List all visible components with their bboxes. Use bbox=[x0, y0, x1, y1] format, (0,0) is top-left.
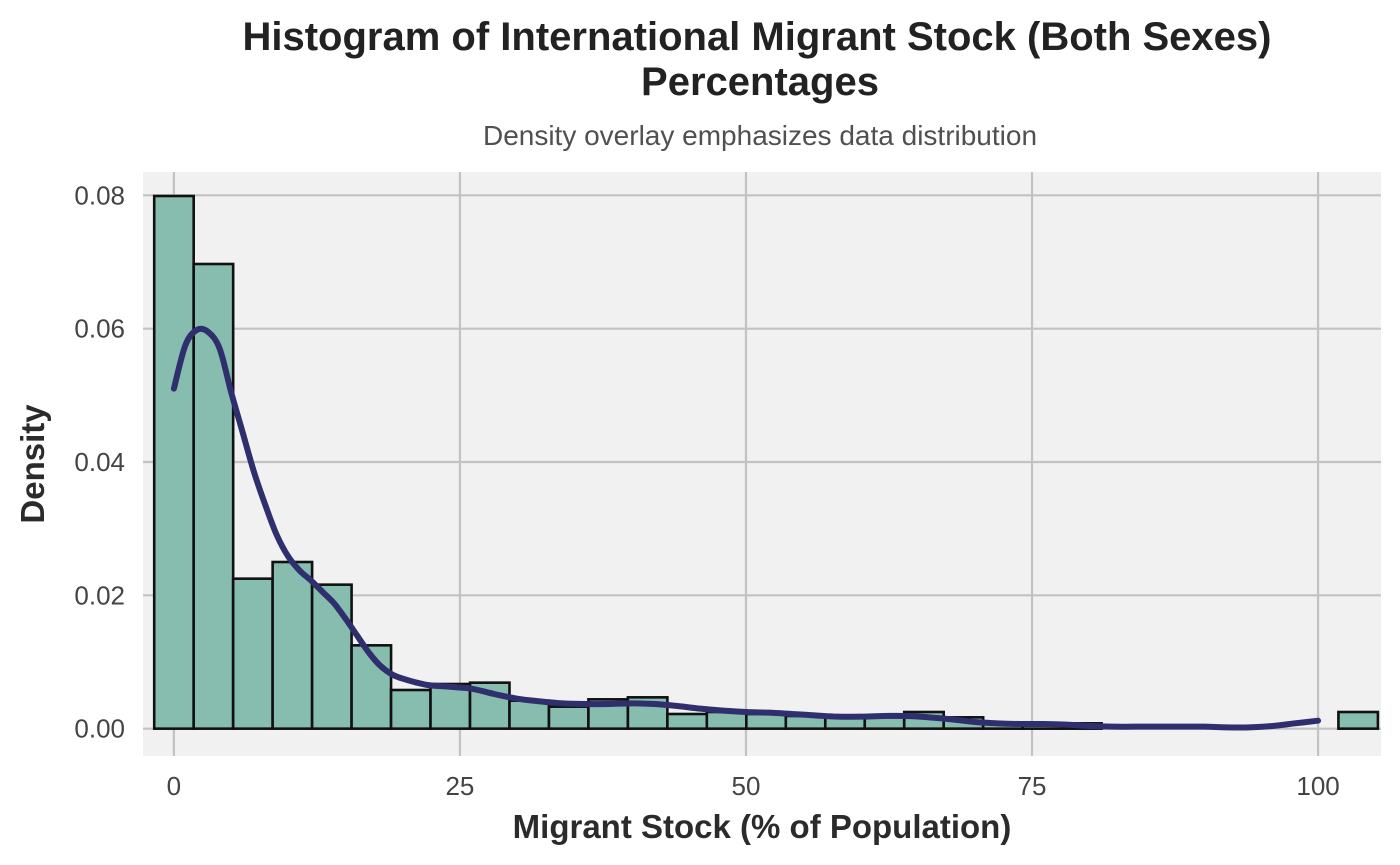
y-tick-label-4: 0.08 bbox=[74, 180, 125, 210]
density-curve bbox=[170, 325, 1322, 731]
histogram-bar-0 bbox=[152, 194, 195, 730]
x-tick-label-2: 50 bbox=[732, 771, 761, 801]
histogram-bars bbox=[152, 194, 1380, 730]
y-tick-label-3: 0.06 bbox=[74, 314, 125, 344]
histogram-bar-2 bbox=[231, 577, 274, 730]
histogram-bar-13 bbox=[666, 712, 709, 730]
x-tick-label-4: 100 bbox=[1296, 771, 1339, 801]
histogram-bar-9 bbox=[508, 699, 551, 730]
chart-title-line-2: Percentages bbox=[641, 60, 879, 104]
chart-subtitle: Density overlay emphasizes data distribu… bbox=[483, 120, 1037, 151]
chart-title-line-1: Histogram of International Migrant Stock… bbox=[242, 15, 1271, 59]
histogram-bar-10 bbox=[547, 705, 590, 730]
histogram-bar-5 bbox=[350, 644, 393, 730]
x-axis-title: Migrant Stock (% of Population) bbox=[513, 808, 1012, 845]
x-tick-label-1: 25 bbox=[445, 771, 474, 801]
y-tick-label-0: 0.00 bbox=[74, 714, 125, 744]
x-tick-label-3: 75 bbox=[1018, 771, 1047, 801]
histogram-bar-3 bbox=[271, 560, 314, 730]
histogram-bar-4 bbox=[310, 583, 353, 730]
x-axis-ticks: 0 25 50 75 100 bbox=[167, 771, 1340, 801]
y-tick-label-1: 0.02 bbox=[74, 580, 125, 610]
y-axis-title: Density bbox=[14, 404, 51, 524]
y-axis-ticks: 0.00 0.02 0.04 0.06 0.08 bbox=[74, 180, 125, 743]
histogram-bar-30 bbox=[1337, 710, 1380, 730]
x-tick-label-0: 0 bbox=[167, 771, 181, 801]
y-tick-label-2: 0.04 bbox=[74, 447, 125, 477]
histogram-bar-1 bbox=[192, 262, 235, 730]
histogram-bar-6 bbox=[389, 688, 432, 730]
